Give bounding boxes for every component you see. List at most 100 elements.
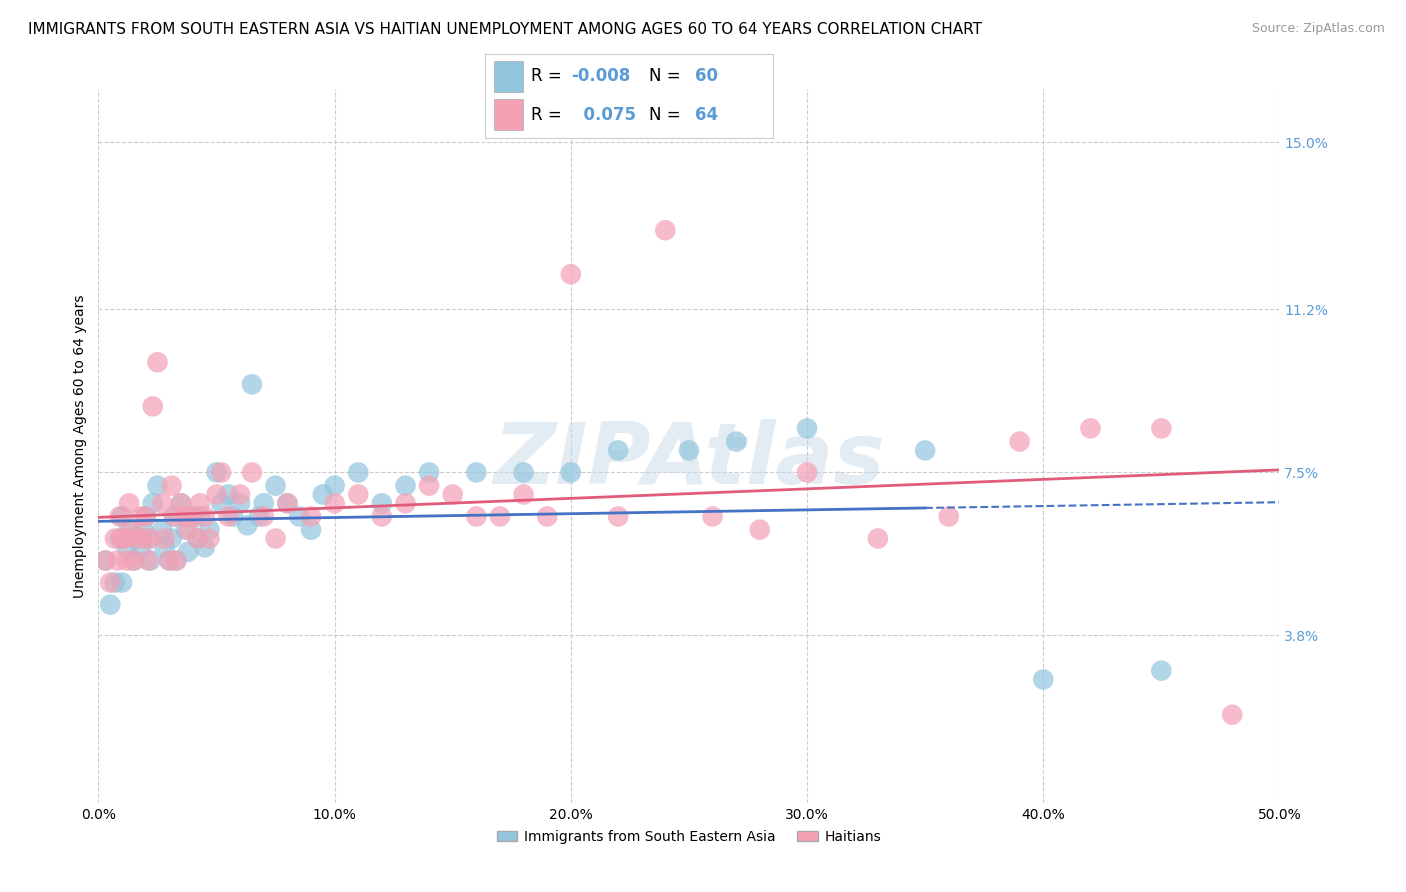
Point (512, 487, 534, 501)
Point (136, 553, 159, 567)
Point (139, 532, 162, 546)
Point (1032, 673, 1054, 687)
Point (323, 496, 346, 510)
Point (418, 466, 440, 480)
Point (118, 523, 141, 537)
Point (139, 553, 162, 567)
Point (276, 496, 298, 510)
Point (163, 509, 186, 524)
Point (170, 496, 193, 510)
Point (1008, 434, 1031, 449)
Point (1080, 421, 1102, 435)
Point (394, 496, 416, 510)
Point (187, 532, 209, 546)
Point (108, 509, 131, 524)
Point (163, 509, 186, 524)
Point (108, 532, 131, 546)
Point (111, 532, 134, 546)
Point (115, 553, 138, 567)
Text: N =: N = (650, 68, 686, 86)
Point (796, 466, 818, 480)
Point (371, 509, 394, 524)
Point (129, 509, 152, 524)
Point (111, 575, 134, 590)
Point (229, 496, 252, 510)
Text: 60: 60 (696, 68, 718, 86)
Point (111, 509, 134, 524)
Point (654, 223, 676, 237)
Point (122, 553, 145, 567)
Point (153, 541, 176, 555)
Point (150, 523, 173, 537)
Point (122, 553, 145, 567)
Point (465, 509, 488, 524)
Point (104, 575, 127, 590)
Text: 64: 64 (696, 105, 718, 123)
Point (129, 541, 152, 555)
Point (142, 400, 165, 414)
FancyBboxPatch shape (494, 62, 523, 92)
Point (418, 478, 440, 492)
Point (165, 553, 187, 567)
Point (866, 532, 889, 546)
Point (205, 466, 228, 480)
Point (489, 509, 512, 524)
Point (112, 532, 135, 546)
Point (104, 532, 127, 546)
Point (187, 532, 209, 546)
Point (205, 487, 228, 501)
Point (194, 541, 217, 555)
Point (253, 496, 276, 510)
Point (157, 553, 180, 567)
Point (94, 553, 117, 567)
Point (136, 532, 159, 546)
Point (157, 553, 180, 567)
Point (150, 496, 173, 510)
Y-axis label: Unemployment Among Ages 60 to 64 years: Unemployment Among Ages 60 to 64 years (73, 294, 87, 598)
Point (347, 466, 370, 480)
Point (105, 553, 128, 567)
Point (135, 509, 157, 524)
Point (121, 523, 143, 537)
Point (132, 523, 155, 537)
FancyBboxPatch shape (494, 99, 523, 130)
Point (1150, 421, 1173, 435)
Point (181, 509, 204, 524)
Point (177, 523, 200, 537)
Point (323, 478, 346, 492)
Point (188, 496, 211, 510)
Point (264, 478, 287, 492)
Point (312, 487, 335, 501)
Point (394, 478, 416, 492)
Point (441, 487, 464, 501)
Point (796, 421, 818, 435)
Point (347, 487, 370, 501)
Point (299, 509, 322, 524)
Point (371, 496, 394, 510)
Point (725, 434, 748, 449)
Text: N =: N = (650, 105, 686, 123)
Point (181, 509, 204, 524)
Point (198, 532, 221, 546)
Point (560, 466, 582, 480)
Point (1150, 664, 1173, 678)
Point (240, 466, 263, 480)
Point (229, 487, 252, 501)
Point (236, 518, 259, 533)
Point (146, 355, 169, 369)
Point (194, 509, 217, 524)
Point (914, 443, 936, 458)
Point (177, 545, 200, 559)
Point (153, 532, 176, 546)
Point (748, 523, 770, 537)
Text: 0.075: 0.075 (571, 105, 636, 123)
Point (702, 509, 724, 524)
Point (132, 532, 155, 546)
Point (174, 523, 197, 537)
Point (222, 509, 245, 524)
Point (536, 509, 558, 524)
Text: ZIPAtlas: ZIPAtlas (494, 418, 884, 502)
Point (217, 487, 239, 501)
Point (299, 523, 322, 537)
Point (560, 267, 582, 281)
